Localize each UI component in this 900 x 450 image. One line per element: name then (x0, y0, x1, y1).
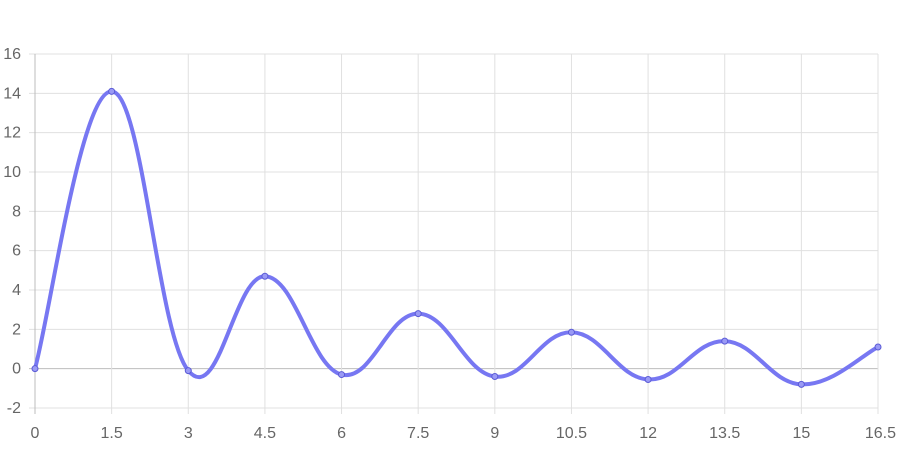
data-point (261, 272, 269, 280)
y-tick-label: 8 (12, 203, 21, 220)
y-tick-label: 12 (3, 125, 21, 142)
y-tick-label: 4 (12, 282, 21, 299)
data-point (338, 371, 346, 379)
x-tick-label: 9 (490, 425, 499, 442)
x-axis-ticks: 0 1.5 3 4.5 6 7.5 9 10.5 12 13.5 15 16.5 (31, 425, 897, 442)
y-tick-label: 6 (12, 243, 21, 260)
grid (29, 53, 879, 414)
series-line (33, 89, 880, 387)
series (31, 87, 882, 388)
x-tick-label: 3 (184, 425, 193, 442)
x-tick-label: 7.5 (407, 425, 429, 442)
x-tick-label: 10.5 (556, 425, 587, 442)
x-tick-label: 15 (792, 425, 810, 442)
data-point (721, 337, 729, 345)
x-tick-label: 13.5 (709, 425, 740, 442)
data-point (184, 367, 192, 375)
data-point (797, 380, 805, 388)
x-tick-label: 0 (31, 425, 40, 442)
y-axis-ticks: -2 0 2 4 6 8 10 12 14 16 (3, 46, 21, 417)
x-tick-label: 1.5 (101, 425, 123, 442)
x-tick-label: 6 (337, 425, 346, 442)
y-tick-label: 14 (3, 85, 21, 102)
data-point (644, 375, 652, 383)
y-tick-label: 10 (3, 164, 21, 181)
data-point (31, 365, 39, 373)
data-point (874, 343, 882, 351)
y-tick-label: 2 (12, 321, 21, 338)
data-point (414, 310, 422, 318)
y-tick-label: 16 (3, 46, 21, 63)
x-tick-label: 16.5 (865, 425, 896, 442)
x-tick-label: 4.5 (254, 425, 276, 442)
x-tick-label: 12 (639, 425, 657, 442)
data-point (567, 328, 575, 336)
y-tick-label: -2 (7, 400, 21, 417)
data-point (491, 373, 499, 381)
y-tick-label: 0 (12, 361, 21, 378)
data-point (108, 87, 116, 95)
